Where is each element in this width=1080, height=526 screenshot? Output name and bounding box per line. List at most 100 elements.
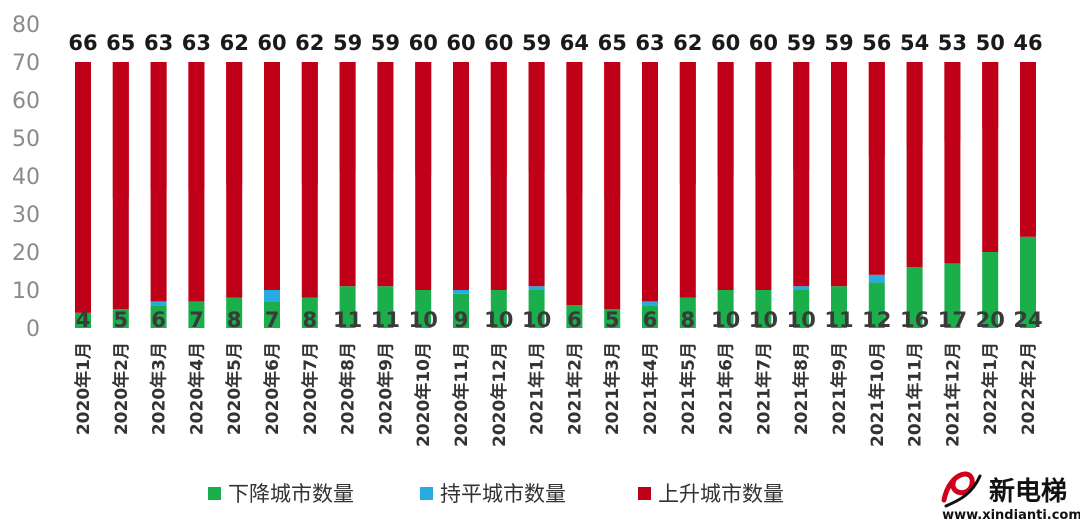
data-label-increase: 59 (333, 31, 362, 55)
bar-lower-decrease (150, 305, 167, 328)
data-label-increase: 59 (787, 31, 816, 55)
bar-lower-flat (793, 286, 810, 290)
bar-upper-increase (377, 62, 394, 171)
data-label-decrease: 11 (333, 308, 362, 332)
data-label-increase: 62 (673, 31, 702, 55)
data-label-increase: 62 (295, 31, 324, 55)
bar-upper-increase (264, 62, 280, 176)
data-label-decrease: 5 (605, 308, 620, 332)
data-label-increase: 63 (182, 31, 211, 55)
x-tick-label: 2020年1月 (73, 342, 94, 435)
bar-upper-increase (793, 62, 810, 171)
bar-upper-increase (1020, 62, 1036, 109)
x-tick-label: 2021年4月 (640, 342, 661, 435)
data-label-increase: 63 (635, 31, 664, 55)
y-tick-label: 40 (12, 165, 40, 190)
data-label-decrease: 5 (113, 308, 128, 332)
bar-upper-increase (906, 62, 923, 147)
watermark-name: 新电梯 (989, 476, 1067, 507)
x-tick-label: 2021年8月 (791, 342, 812, 435)
bar-lower-flat (868, 274, 885, 283)
x-tick-label: 2021年2月 (564, 342, 585, 435)
bar-lower-decrease (188, 301, 205, 328)
y-tick-label: 20 (12, 241, 40, 266)
data-label-decrease: 17 (938, 308, 967, 332)
bar-lower-decrease (226, 297, 243, 328)
y-tick-label: 10 (12, 279, 40, 304)
data-label-decrease: 7 (189, 308, 204, 332)
x-tick-label: 2020年2月 (111, 342, 132, 435)
bar-lower-decrease (566, 305, 583, 328)
data-label-decrease: 10 (409, 308, 438, 332)
data-label-increase: 66 (68, 31, 97, 55)
watermark: 新电梯 www.xindianti.com (941, 471, 1080, 523)
data-label-decrease: 6 (643, 308, 658, 332)
data-label-increase: 50 (976, 31, 1005, 55)
bar-lower-decrease (793, 290, 810, 328)
bar-lower-decrease (528, 290, 545, 328)
bar-lower-decrease (75, 312, 91, 328)
data-label-decrease: 6 (567, 308, 582, 332)
bar-lower-flat (264, 290, 280, 302)
data-label-increase: 59 (371, 31, 400, 55)
data-label-decrease: 8 (227, 308, 242, 332)
data-label-decrease: 10 (787, 308, 816, 332)
data-label-decrease: 7 (265, 308, 280, 332)
bar-lower-flat (150, 301, 167, 306)
y-tick-label: 50 (12, 127, 40, 152)
data-label-decrease: 10 (522, 308, 551, 332)
y-tick-label: 30 (12, 203, 40, 228)
bar-lower-decrease (604, 309, 621, 328)
data-label-decrease: 9 (454, 308, 469, 332)
y-axis: 0 10 20 30 40 50 60 70 80 (12, 13, 40, 342)
bar-upper-increase (566, 62, 583, 195)
data-label-increase: 59 (522, 31, 551, 55)
data-label-increase: 56 (862, 31, 891, 55)
x-tick-label: 2020年3月 (149, 342, 170, 435)
bar-lower-decrease (453, 293, 469, 328)
y-tick-label: 80 (12, 13, 40, 38)
x-axis: 2020年1月 2020年2月 2020年3月 2020年4月 2020年5月 2020年… (73, 342, 1039, 447)
x-tick-label: 2020年6月 (262, 342, 283, 435)
x-tick-label: 2021年3月 (602, 342, 623, 435)
bar-lower-decrease (679, 297, 696, 328)
x-tick-label: 2021年7月 (753, 342, 774, 435)
data-label-decrease: 16 (900, 308, 929, 332)
data-label-decrease: 20 (976, 308, 1005, 332)
bar-lower-decrease (377, 286, 394, 328)
y-tick-label: 60 (12, 89, 40, 114)
x-tick-label: 2020年10月 (413, 342, 434, 447)
bar-lower-decrease (642, 305, 658, 328)
lower-stack-bars (75, 62, 1036, 328)
bar-lower-flat (642, 301, 658, 306)
data-label-increase: 60 (711, 31, 740, 55)
bar-lower-decrease (301, 297, 318, 328)
upper-stack-bars (75, 62, 1036, 204)
data-label-increase: 60 (409, 31, 438, 55)
bar-lower-decrease (831, 286, 847, 328)
bar-lower-decrease (1020, 236, 1036, 328)
data-label-decrease: 8 (302, 308, 317, 332)
bar-upper-increase (301, 62, 318, 185)
data-label-decrease: 11 (371, 308, 400, 332)
legend-swatch (208, 487, 221, 500)
data-label-decrease: 10 (484, 308, 513, 332)
legend-label: 持平城市数量 (440, 482, 566, 506)
x-tick-label: 2021年6月 (716, 342, 737, 435)
data-label-increase: 60 (446, 31, 475, 55)
bar-lower-decrease (264, 301, 280, 328)
data-label-increase: 60 (257, 31, 286, 55)
bar-lower-decrease (906, 267, 923, 328)
bar-upper-increase (75, 62, 91, 204)
bar-lower-decrease (868, 282, 885, 328)
bar-upper-increase (642, 62, 658, 190)
bar-lower-decrease (339, 286, 356, 328)
data-label-decrease: 10 (749, 308, 778, 332)
legend-label: 上升城市数量 (658, 482, 784, 506)
x-tick-label: 2020年11月 (451, 342, 472, 447)
data-label-increase: 54 (900, 31, 929, 55)
x-tick-label: 2021年5月 (678, 342, 699, 435)
bar-lower-decrease (982, 252, 999, 328)
legend-swatch (638, 487, 651, 500)
